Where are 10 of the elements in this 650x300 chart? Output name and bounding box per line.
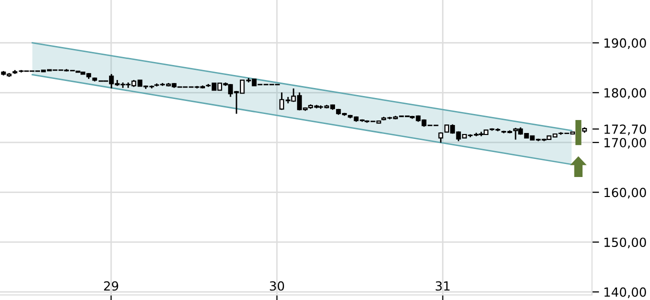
y-tick-label: 172,70 [604, 124, 646, 136]
y-tick-label: 180,00 [604, 88, 646, 99]
y-tick-label: 160,00 [604, 188, 646, 198]
x-tick-label: 30 [270, 281, 284, 291]
x-tick-label: 31 [436, 281, 450, 291]
x-tick-label: 29 [104, 281, 118, 291]
y-tick-label: 190,00 [604, 38, 646, 50]
y-tick-label: 140,00 [604, 287, 646, 298]
y-tick-label: 150,00 [604, 238, 646, 248]
y-tick-label: 170,00 [604, 138, 646, 149]
